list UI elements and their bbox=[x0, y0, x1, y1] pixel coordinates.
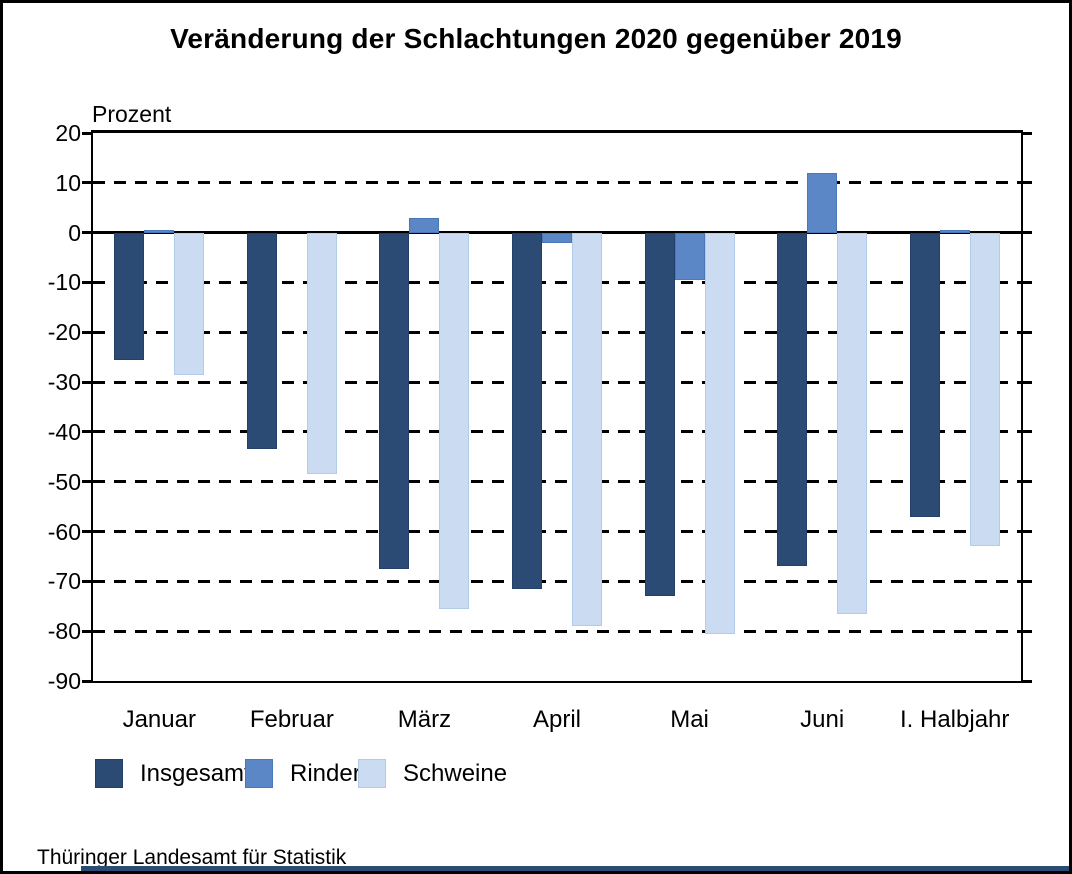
legend-label-schweine: Schweine bbox=[403, 759, 508, 787]
bar-insgesamt-april bbox=[512, 232, 542, 589]
y-axis-tick-label--20: -20 bbox=[47, 319, 81, 346]
footer-rule bbox=[81, 866, 1069, 871]
bar-schweine-juni bbox=[837, 232, 868, 614]
bar-insgesamt-januar bbox=[114, 232, 145, 360]
y-axis-tick-label--10: -10 bbox=[47, 269, 81, 296]
gridline--60 bbox=[93, 530, 1021, 534]
legend: Insgesamt Rinder Schweine bbox=[3, 759, 1069, 795]
right-tick--10 bbox=[1023, 280, 1032, 284]
y-axis-tick-label-10: 10 bbox=[55, 169, 81, 196]
left-tick--30 bbox=[82, 380, 91, 384]
bar-schweine-januar bbox=[174, 232, 205, 375]
left-tick--10 bbox=[82, 280, 91, 284]
bar-rinder-märz bbox=[409, 217, 440, 233]
right-tick--90 bbox=[1023, 679, 1032, 683]
legend-swatch-schweine bbox=[358, 759, 386, 788]
right-tick--80 bbox=[1023, 629, 1032, 633]
bar-schweine-märz bbox=[439, 232, 470, 609]
source-text: Thüringer Landesamt für Statistik bbox=[37, 846, 347, 869]
gridline-10 bbox=[93, 181, 1021, 185]
gridline--30 bbox=[93, 380, 1021, 384]
x-axis-label-i-halbjahr: I. Halbjahr bbox=[900, 706, 1010, 733]
bar-rinder-mai bbox=[674, 232, 705, 280]
left-tick-0 bbox=[82, 231, 91, 235]
right-tick--70 bbox=[1023, 579, 1032, 583]
y-axis-tick-label--40: -40 bbox=[47, 418, 81, 445]
left-tick--20 bbox=[82, 330, 91, 334]
x-axis-label-märz: März bbox=[397, 706, 452, 733]
bar-schweine-mai bbox=[704, 232, 735, 634]
left-tick--50 bbox=[82, 480, 91, 484]
y-axis-tick-label--60: -60 bbox=[47, 518, 81, 545]
bar-schweine-i-halbjahr bbox=[969, 232, 1000, 547]
gridline--70 bbox=[93, 579, 1021, 583]
right-tick--30 bbox=[1023, 380, 1032, 384]
y-axis-tick-label--80: -80 bbox=[47, 618, 81, 645]
legend-item-rinder: Rinder bbox=[245, 759, 361, 788]
y-axis-tick-label--50: -50 bbox=[47, 468, 81, 495]
y-axis-unit-label: Prozent bbox=[92, 101, 172, 127]
x-axis-label-februar: Februar bbox=[249, 706, 334, 733]
y-axis-tick-label-0: 0 bbox=[68, 219, 81, 246]
plot-area bbox=[91, 130, 1023, 683]
legend-item-schweine: Schweine bbox=[358, 759, 507, 788]
gridline--10 bbox=[93, 280, 1021, 284]
legend-label-rinder: Rinder bbox=[290, 759, 361, 787]
bar-rinder-april bbox=[542, 232, 572, 243]
right-tick--60 bbox=[1023, 530, 1032, 534]
y-axis-tick-label--90: -90 bbox=[47, 668, 81, 694]
bar-insgesamt-märz bbox=[379, 232, 410, 569]
legend-label-insgesamt: Insgesamt bbox=[140, 759, 251, 787]
bar-rinder-juni bbox=[807, 172, 838, 233]
bar-insgesamt-i-halbjahr bbox=[909, 232, 940, 517]
left-tick--90 bbox=[82, 679, 91, 683]
x-axis-label-januar: Januar bbox=[122, 706, 196, 733]
legend-swatch-rinder bbox=[245, 759, 273, 788]
right-tick--50 bbox=[1023, 480, 1032, 484]
gridline--40 bbox=[93, 430, 1021, 434]
legend-swatch-insgesamt bbox=[95, 759, 123, 788]
bar-insgesamt-juni bbox=[777, 232, 808, 567]
bar-insgesamt-februar bbox=[246, 232, 277, 450]
left-tick--80 bbox=[82, 629, 91, 633]
bar-insgesamt-mai bbox=[644, 232, 675, 597]
chart-title: Veränderung der Schlachtungen 2020 gegen… bbox=[170, 23, 902, 54]
left-tick-20 bbox=[82, 131, 91, 135]
right-tick--40 bbox=[1023, 430, 1032, 434]
right-tick-10 bbox=[1023, 181, 1032, 185]
y-axis-tick-label--30: -30 bbox=[47, 369, 81, 396]
y-axis-tick-label-20: 20 bbox=[55, 120, 81, 146]
bar-schweine-februar bbox=[306, 232, 337, 475]
left-tick-10 bbox=[82, 181, 91, 185]
left-tick--60 bbox=[82, 530, 91, 534]
gridline--80 bbox=[93, 629, 1021, 633]
y-axis-tick-label--70: -70 bbox=[47, 568, 81, 595]
left-tick--70 bbox=[82, 579, 91, 583]
left-tick--40 bbox=[82, 430, 91, 434]
bar-schweine-april bbox=[572, 232, 602, 627]
gridline--50 bbox=[93, 480, 1021, 484]
bar-rinder-i-halbjahr bbox=[939, 230, 970, 233]
right-tick--20 bbox=[1023, 330, 1032, 334]
gridline--20 bbox=[93, 330, 1021, 334]
right-tick-20 bbox=[1023, 131, 1032, 135]
legend-item-insgesamt: Insgesamt bbox=[95, 759, 251, 788]
right-tick-0 bbox=[1023, 231, 1032, 235]
bar-rinder-januar bbox=[144, 230, 175, 233]
x-axis-label-juni: Juni bbox=[800, 706, 845, 733]
x-axis-label-april: April bbox=[532, 706, 581, 733]
x-axis-label-mai: Mai bbox=[670, 706, 709, 733]
